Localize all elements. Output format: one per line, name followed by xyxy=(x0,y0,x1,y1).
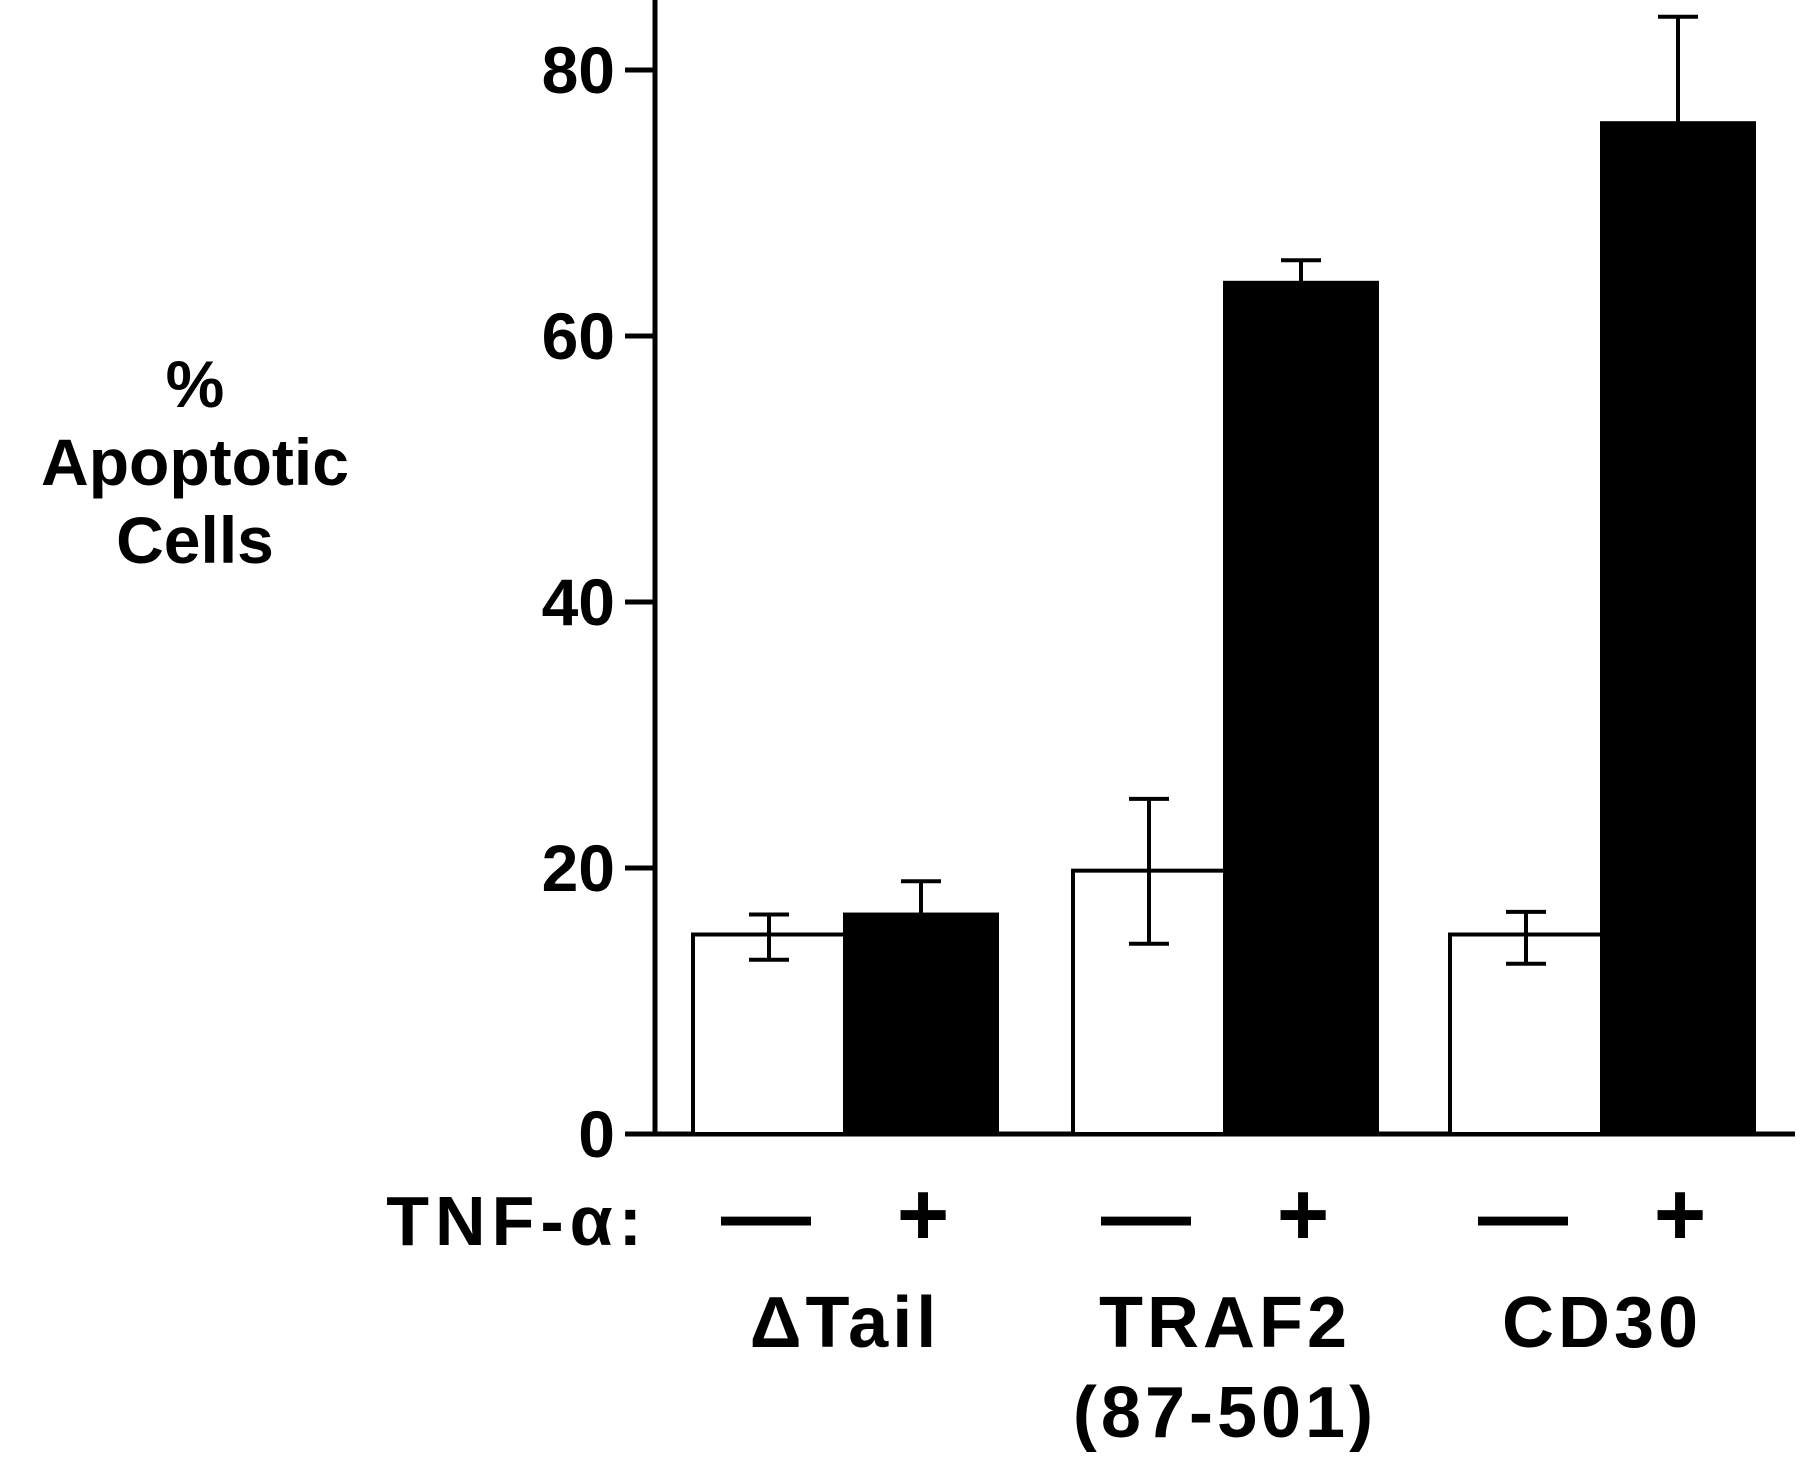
treatment-symbol: — xyxy=(1478,1165,1568,1265)
treatment-symbol: + xyxy=(1277,1165,1330,1265)
y-tick-label: 60 xyxy=(542,299,615,373)
treatment-label: TNF-α: xyxy=(386,1182,648,1260)
bar xyxy=(843,912,999,1136)
treatment-symbol: + xyxy=(1654,1165,1707,1265)
group-label: CD30 xyxy=(1502,1283,1702,1363)
y-tick-label: 0 xyxy=(578,1097,615,1171)
bar xyxy=(1223,280,1379,1136)
treatment-symbol: — xyxy=(721,1165,811,1265)
y-axis-label-line: Cells xyxy=(116,503,274,577)
y-axis-label: % Apoptotic Cells xyxy=(0,345,390,579)
group-label: (87-501) xyxy=(1073,1373,1377,1453)
y-axis-label-line: % xyxy=(165,347,225,421)
bar xyxy=(1600,121,1756,1136)
y-tick-label: 40 xyxy=(542,565,615,639)
treatment-symbol: — xyxy=(1101,1165,1191,1265)
y-tick-label: 80 xyxy=(542,33,615,107)
bar xyxy=(691,932,847,1136)
group-label: TRAF2 xyxy=(1099,1283,1351,1363)
treatment-symbol: + xyxy=(897,1165,950,1265)
y-tick-label: 20 xyxy=(542,831,615,905)
group-label: ΔTail xyxy=(750,1283,940,1363)
y-axis-label-line: Apoptotic xyxy=(41,425,349,499)
